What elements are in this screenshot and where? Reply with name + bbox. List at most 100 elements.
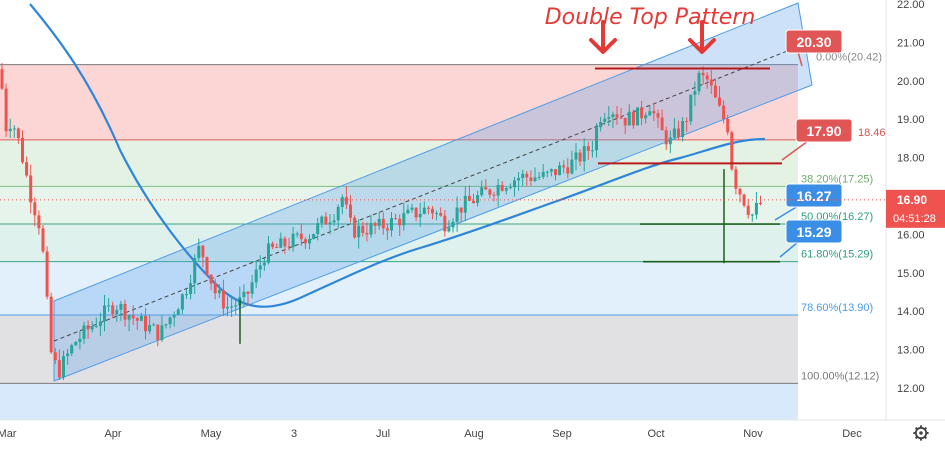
candle-body (185, 294, 188, 296)
candle-body (172, 314, 176, 318)
candle-body (455, 207, 459, 222)
candle-body (365, 232, 369, 235)
candle-body (472, 200, 475, 204)
y-tick-label: 12.00 (897, 383, 925, 395)
candle-body (414, 207, 418, 218)
fib-label: 100.00%(12.12) (801, 370, 879, 382)
callout-pointer (781, 140, 809, 161)
y-tick-label: 16.00 (897, 229, 925, 241)
candle-body (12, 128, 16, 130)
candle-body (180, 294, 184, 310)
candle-body (344, 197, 348, 205)
double-top-annotation: Double Top Pattern (545, 5, 756, 30)
x-tick-label: Sep (552, 428, 572, 440)
y-tick-label: 15.00 (897, 268, 925, 280)
candle-body (672, 128, 676, 138)
candle-body (283, 238, 287, 247)
fib-band (0, 186, 798, 225)
candle-body (115, 309, 119, 314)
candle-body (189, 283, 193, 295)
x-tick-label: 3 (291, 428, 297, 440)
gear-tooth (923, 435, 928, 440)
current-price-tag (886, 189, 945, 228)
x-tick-label: Mar (0, 428, 17, 440)
x-tick-label: Aug (464, 428, 484, 440)
candle-body (234, 305, 238, 307)
candle-body (644, 115, 648, 119)
candle-body (652, 111, 656, 114)
candle-body (312, 234, 316, 239)
candle-body (517, 178, 521, 181)
candle-body (570, 159, 574, 174)
candle-body (21, 137, 24, 163)
candle-body (135, 318, 139, 321)
candle-body (262, 262, 266, 266)
candle-body (49, 296, 53, 353)
candle-body (693, 91, 697, 95)
gear-icon[interactable] (913, 425, 929, 441)
candle-body (701, 72, 705, 76)
double-top-lines (589, 20, 782, 263)
candle-body (746, 205, 750, 215)
candle-body (144, 315, 147, 332)
candle-body (476, 195, 480, 204)
candle-body (558, 165, 562, 176)
candle-body (722, 105, 726, 119)
candle-body (492, 194, 496, 196)
candle-body (340, 197, 344, 208)
y-tick-label: 20.00 (897, 76, 925, 88)
candle-body (139, 315, 143, 321)
candle-body (525, 173, 529, 178)
callout-pointer (797, 51, 803, 67)
candle-body (336, 207, 340, 221)
y-tick-label: 13.00 (897, 345, 925, 357)
candle-body (681, 120, 685, 137)
candle-body (4, 88, 8, 132)
candle-body (537, 176, 541, 178)
candle-body (8, 128, 12, 132)
callout-label: 15.29 (796, 224, 831, 240)
moving-average-layer (29, 3, 766, 308)
callout-label: 16.27 (796, 188, 831, 204)
candle-body (504, 188, 508, 191)
candle-body (308, 238, 311, 244)
fib-label: 0.00%(20.42) (816, 52, 882, 64)
candle-body (303, 239, 307, 244)
callout-box (785, 219, 843, 244)
candle-body (648, 111, 652, 116)
x-axis-panel (0, 420, 945, 449)
candle-body (176, 309, 180, 315)
price-callout: 15.29 (779, 219, 843, 258)
candle-body (291, 233, 295, 248)
candle-body (275, 247, 279, 249)
candle-body (660, 117, 664, 131)
candle-body (418, 213, 422, 218)
candle-body (324, 216, 328, 225)
x-tick-label: May (201, 428, 222, 440)
candle-body (685, 120, 689, 122)
candles (0, 62, 762, 381)
candle-body (615, 114, 619, 118)
candle-body (193, 258, 197, 284)
candle-body (373, 222, 377, 226)
candle-body (459, 207, 463, 213)
x-tick-label: Nov (743, 428, 763, 440)
candle-body (295, 233, 299, 235)
fib-label: 18.46 (858, 127, 886, 139)
candle-body (435, 213, 439, 215)
candle-body (439, 213, 443, 216)
candle-body (230, 306, 234, 308)
candle-body (582, 146, 586, 162)
candle-body (16, 128, 20, 138)
candle-body (759, 202, 762, 204)
candle-body (213, 283, 217, 294)
candle-body (381, 218, 385, 229)
candle-body (197, 245, 201, 259)
candle-body (590, 150, 594, 152)
x-tick-label: Jul (376, 428, 390, 440)
candle-body (299, 233, 303, 240)
fib-band (0, 383, 798, 420)
candle-body (78, 338, 82, 343)
